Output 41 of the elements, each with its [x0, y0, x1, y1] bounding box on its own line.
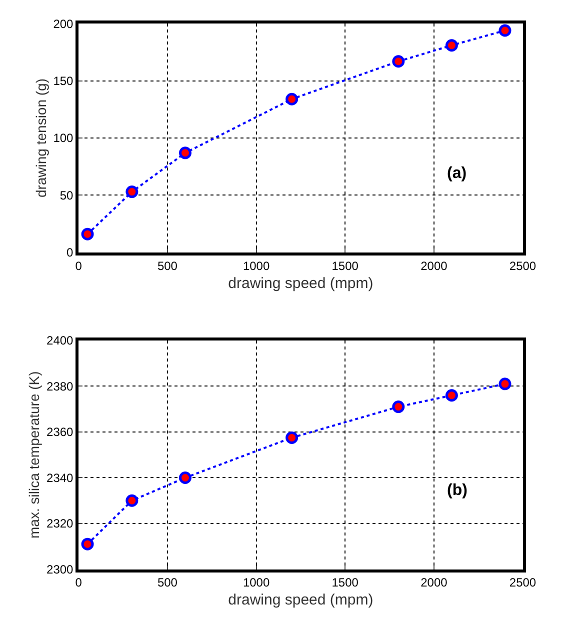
- point: [178, 146, 192, 160]
- point: [178, 471, 192, 484]
- y-tick-label: 2400: [46, 334, 74, 348]
- y-tick-label: 100: [53, 131, 74, 146]
- point: [286, 92, 298, 106]
- y-tick-label: 2340: [46, 470, 74, 485]
- point: [126, 186, 138, 198]
- point: [498, 378, 512, 390]
- point: [445, 39, 458, 52]
- x-tick-label: 2500: [509, 576, 536, 590]
- point: [392, 55, 405, 68]
- point: [81, 538, 94, 550]
- y-tick-label: 200: [53, 16, 74, 31]
- x-tick-label: 1500: [332, 258, 359, 273]
- y-tick-label: 150: [53, 74, 74, 88]
- x-tick-label: 1000: [242, 258, 270, 273]
- x-tick-label: 2500: [509, 258, 536, 273]
- point: [81, 228, 94, 240]
- y-axis-title: max. silica temperature (K): [26, 371, 42, 538]
- x-tick-label: 2000: [420, 576, 448, 590]
- x-tick-label: 2000: [420, 258, 448, 273]
- point: [392, 400, 405, 414]
- annotation: (a): [447, 165, 467, 182]
- y-tick-label: 2380: [46, 379, 74, 394]
- y-axis-title: drawing tension (g): [32, 78, 49, 198]
- y-tick-label: 0: [66, 246, 74, 260]
- y-tick-label: 2320: [46, 516, 74, 531]
- x-axis-title: drawing speed (mpm): [228, 274, 374, 292]
- x-axis-title: drawing speed (mpm): [228, 592, 374, 609]
- annotation: (b): [447, 482, 468, 499]
- y-tick-label: 2300: [46, 562, 74, 576]
- point: [498, 24, 512, 37]
- x-tick-label: 1500: [332, 576, 359, 590]
- y-tick-label: 2360: [46, 425, 74, 440]
- point: [445, 389, 458, 402]
- y-tick-label: 50: [60, 188, 74, 202]
- point: [286, 431, 298, 444]
- point: [126, 494, 138, 507]
- x-tick-label: 500: [157, 258, 178, 273]
- x-tick-label: 1000: [242, 576, 270, 590]
- x-tick-label: 500: [157, 576, 178, 590]
